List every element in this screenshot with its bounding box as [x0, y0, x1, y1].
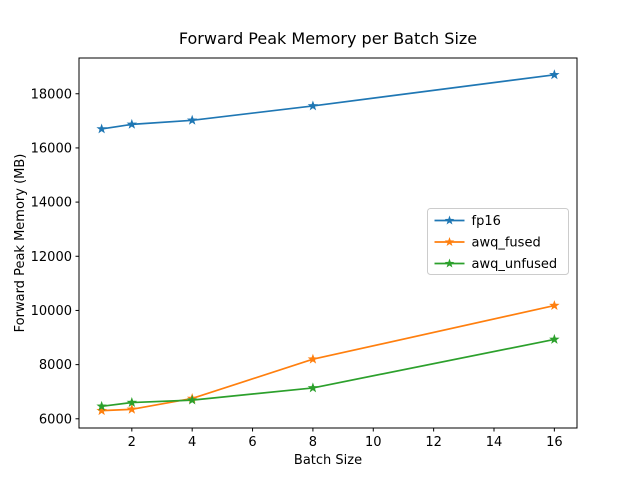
x-tick-label: 12 — [425, 435, 442, 450]
series-marker-fp16 — [126, 118, 138, 129]
y-tick-label: 6000 — [39, 412, 72, 427]
y-tick-label: 16000 — [31, 141, 72, 156]
series-marker-awq_unfused — [96, 400, 107, 411]
x-tick-label: 8 — [309, 435, 317, 450]
x-tick-label: 4 — [188, 435, 196, 450]
y-tick-label: 18000 — [31, 87, 72, 102]
series-marker-awq_unfused — [126, 397, 138, 407]
series-marker-fp16 — [96, 123, 107, 134]
x-axis-label: Batch Size — [294, 453, 362, 468]
series-line-fp16 — [101, 73, 555, 130]
series-line-awq_fused — [101, 304, 555, 412]
y-tick-label: 12000 — [31, 250, 72, 265]
series-marker-fp16 — [307, 100, 319, 111]
series-marker-fp16 — [549, 69, 560, 80]
axes-spines — [78, 57, 578, 429]
series-marker-awq_unfused — [307, 382, 319, 393]
series-marker-awq_fused — [126, 403, 138, 414]
y-tick-label: 8000 — [39, 358, 72, 373]
chart-title: Forward Peak Memory per Batch Size — [179, 29, 477, 48]
y-tick-label: 10000 — [31, 304, 72, 319]
legend-label-awq_fused: awq_fused — [472, 236, 541, 251]
series-marker-fp16 — [186, 114, 198, 125]
x-tick-label: 6 — [248, 435, 256, 450]
legend-box — [427, 208, 569, 275]
legend-marker-fp16 — [444, 215, 455, 225]
x-tick-label: 2 — [128, 435, 136, 450]
series-marker-awq_fused — [96, 405, 107, 416]
legend-label-fp16: fp16 — [472, 214, 501, 229]
x-tick-label: 14 — [486, 435, 503, 450]
legend: fp16 awq_fused awq_unfused — [427, 208, 569, 275]
series-marker-awq_unfused — [186, 394, 198, 405]
plot-area: 2 4 6 8 10 12 14 16 6000 8000 10000 12000 14000 16000… — [31, 57, 578, 450]
legend-marker-awq_unfused — [444, 258, 455, 268]
legend-label-awq_unfused: awq_unfused — [472, 257, 558, 272]
legend-marker-awq_fused — [444, 237, 455, 247]
y-axis-label: Forward Peak Memory (MB) — [13, 154, 28, 333]
y-tick-label: 14000 — [31, 196, 72, 211]
series-line-awq_unfused — [101, 338, 555, 408]
series-marker-awq_fused — [549, 300, 560, 311]
x-tick-label: 16 — [546, 435, 563, 450]
series-marker-awq_unfused — [549, 333, 560, 344]
series-marker-awq_fused — [307, 353, 319, 364]
x-tick-label: 10 — [365, 435, 382, 450]
